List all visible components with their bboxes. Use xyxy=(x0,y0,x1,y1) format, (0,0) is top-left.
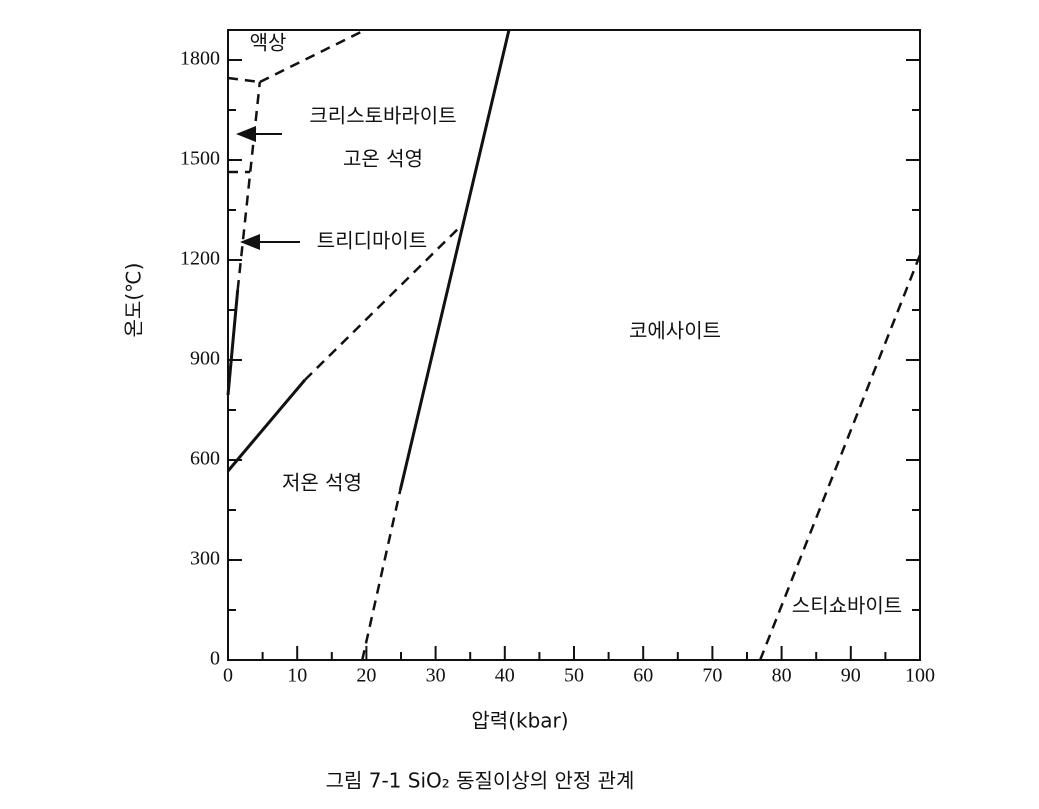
region-label: 액상 xyxy=(250,31,287,55)
x-tick-label: 70 xyxy=(702,665,722,687)
x-tick-label: 60 xyxy=(633,665,653,687)
region-label: 저온 석영 xyxy=(282,471,362,495)
phase-boundary xyxy=(227,76,260,84)
caption: 그림 7-1 SiO₂ 동질이상의 안정 관계 xyxy=(326,769,635,793)
x-tick-label: 100 xyxy=(905,665,935,687)
x-tick-label: 20 xyxy=(356,665,376,687)
region-label: 트리디마이트 xyxy=(317,229,427,253)
x-tick-label: 90 xyxy=(841,665,861,687)
region-label: 스티쇼바이트 xyxy=(792,594,902,618)
region-label: 코에사이트 xyxy=(629,319,721,343)
x-tick-label: 50 xyxy=(564,665,584,687)
y-tick-label: 1500 xyxy=(180,148,220,170)
region-label: 고온 석영 xyxy=(343,147,423,171)
region-label: 크리스토바라이트 xyxy=(309,104,456,128)
y-tick-label: 0 xyxy=(210,648,220,670)
x-axis-title: 압력(kbar) xyxy=(471,709,568,733)
phase-boundary xyxy=(226,379,306,472)
x-tick-label: 80 xyxy=(772,665,792,687)
phase-boundary xyxy=(398,29,511,491)
y-tick-label: 300 xyxy=(190,548,220,570)
y-tick-label: 1800 xyxy=(180,48,220,70)
y-tick-label: 600 xyxy=(190,448,220,470)
y-axis-title: 온도(℃) xyxy=(122,263,146,338)
phase-boundary xyxy=(226,289,240,396)
y-tick-label: 900 xyxy=(190,348,220,370)
phase-boundary xyxy=(758,254,922,661)
x-tick-label: 10 xyxy=(287,665,307,687)
phase-boundary xyxy=(361,489,402,661)
y-tick-label: 1200 xyxy=(180,248,220,270)
phase-boundary xyxy=(303,224,463,381)
phase-boundary xyxy=(259,28,366,84)
x-tick-label: 40 xyxy=(495,665,515,687)
phase-boundary xyxy=(236,81,262,291)
x-tick-label: 0 xyxy=(223,665,233,687)
x-tick-label: 30 xyxy=(426,665,446,687)
